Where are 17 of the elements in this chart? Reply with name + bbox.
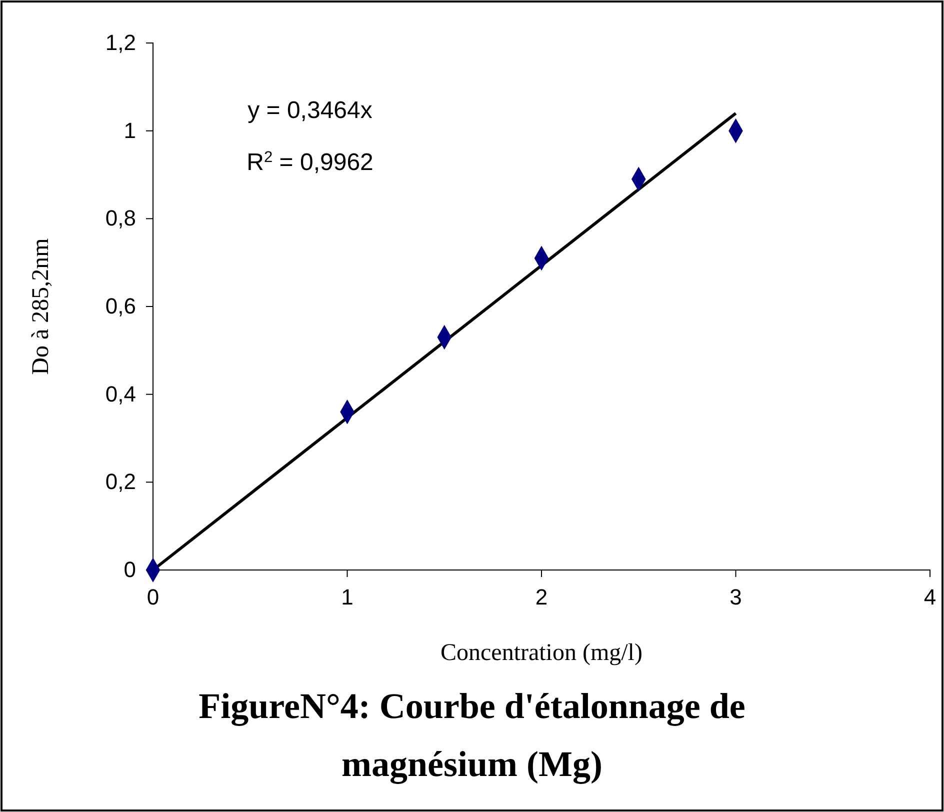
text: FigureN°4: Courbe d'étalonnage de magnésium (Mg) [198, 686, 746, 784]
y-tick-label: 0,8 [105, 206, 136, 231]
y-tick-label: 0 [124, 557, 136, 582]
y-tick-label: 1 [124, 118, 136, 143]
x-tick-label: 3 [730, 584, 742, 610]
y-tick-label: 0,4 [105, 381, 136, 406]
x-tick-label: 0 [146, 584, 160, 610]
y-tick-label: 0,2 [105, 469, 136, 494]
annotation: y = 0,3464x [248, 97, 372, 124]
y-tick-label: 1,2 [105, 30, 136, 56]
x-axis-title: Concentration (mg/l) [440, 640, 642, 666]
y-tick-label: 0,6 [105, 294, 136, 319]
x-tick-label: 2 [535, 584, 548, 610]
x-tick-label: 1 [341, 584, 354, 610]
x-tick-label: 4 [924, 584, 936, 610]
y-axis-title: Do à 285,2nm [28, 238, 54, 375]
annotation: R$^{2}$ = 0,9962 [246, 148, 374, 176]
